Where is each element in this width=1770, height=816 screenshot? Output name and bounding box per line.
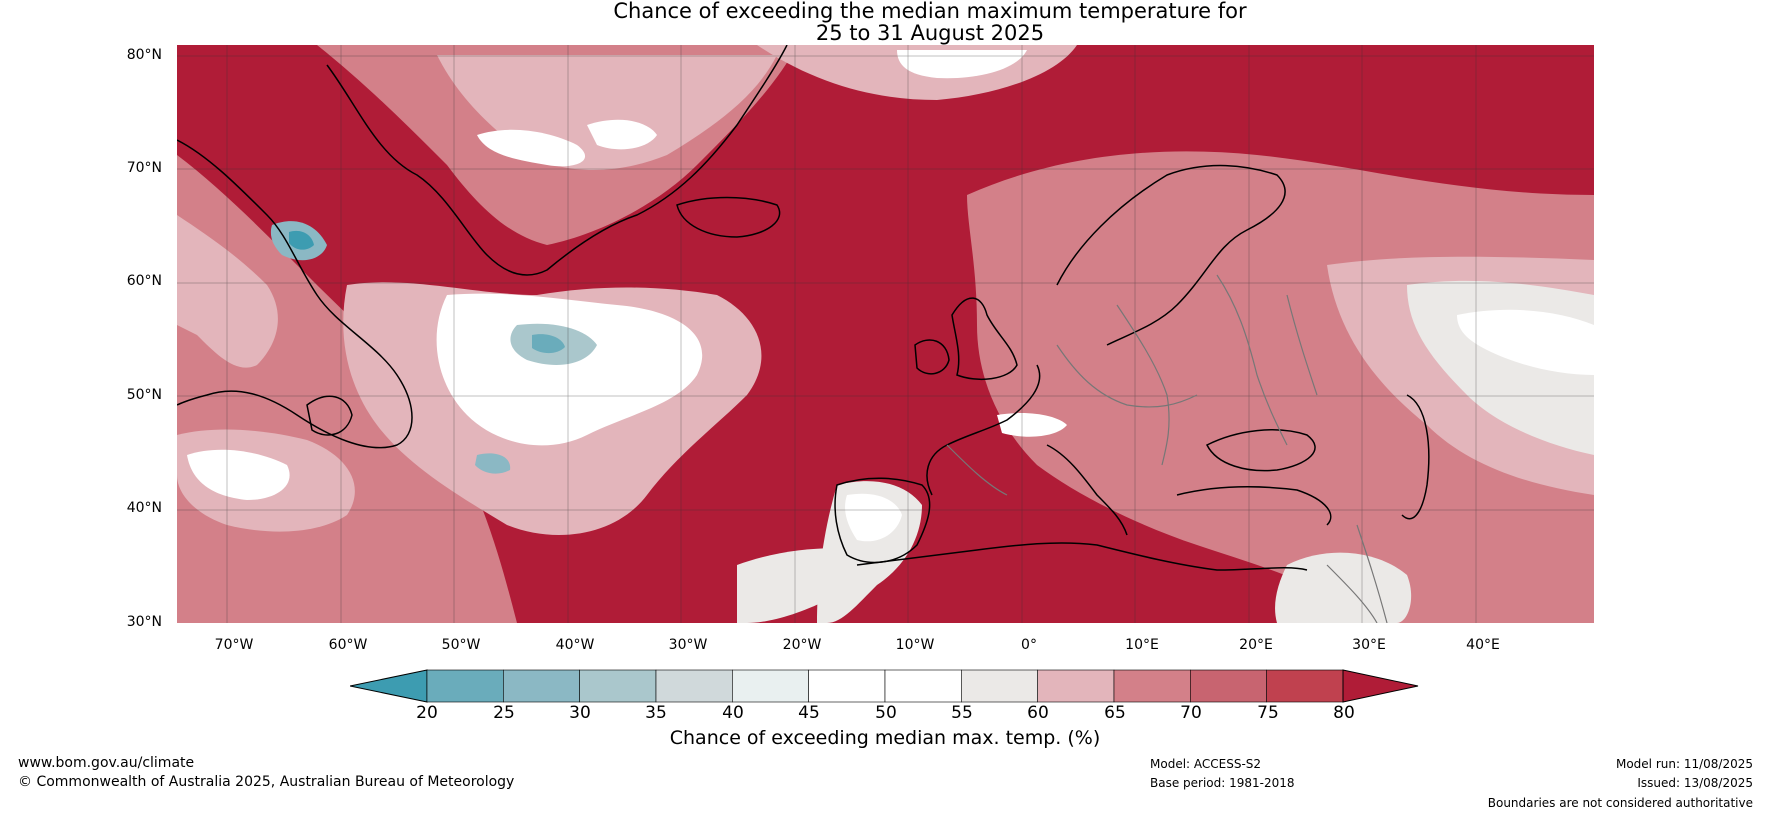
graticule [177, 45, 1594, 623]
west-atlantic-white [187, 449, 290, 500]
colorbar-cell [732, 669, 809, 703]
scandinavia-coastline [1056, 164, 1286, 346]
britain-coastline [951, 297, 1018, 381]
lon-label-50w: 50°W [441, 637, 481, 653]
lon-label-40e: 40°E [1466, 637, 1500, 653]
colorbar-cell [503, 669, 580, 703]
lon-label-70w: 70°W [214, 637, 254, 653]
map-title-line2: 25 to 31 August 2025 [815, 21, 1045, 45]
colorbar-cell [1037, 669, 1115, 703]
lon-label-30w: 30°W [668, 637, 708, 653]
labrador-light-area [177, 215, 278, 368]
colorbar-tick-75: 75 [1257, 703, 1279, 723]
colorbar-tick-80: 80 [1333, 703, 1355, 723]
lat-label-80n: 80°N [126, 47, 162, 63]
atlantic-blue-area-2 [532, 334, 565, 354]
lon-label-0: 0° [1021, 637, 1037, 653]
coastlines [177, 45, 1430, 571]
iberia-white-area-2 [845, 493, 902, 542]
lon-label-20e: 20°E [1239, 637, 1273, 653]
lat-label-40n: 40°N [126, 500, 162, 516]
colorbar-cell [655, 669, 733, 703]
iceland-coastline [676, 196, 781, 238]
colorbar-extend-high [1342, 669, 1419, 703]
colorbar-label: Chance of exceeding median max. temp. (%… [669, 727, 1101, 749]
newfoundland-coastline [306, 395, 353, 436]
colorbar-tick-70: 70 [1180, 703, 1202, 723]
colorbar-tick-60: 60 [1027, 703, 1049, 723]
greenland-white-area [477, 129, 586, 167]
colorbar-tick-20: 20 [416, 703, 438, 723]
lon-label-10w: 10°W [895, 637, 935, 653]
lon-label-30e: 30°E [1352, 637, 1386, 653]
north-africa-white-area [737, 548, 870, 623]
colorbar-tick-65: 65 [1104, 703, 1126, 723]
lat-label-50n: 50°N [126, 387, 162, 403]
lon-label-60w: 60°W [328, 637, 368, 653]
website-link[interactable]: www.bom.gov.au/climate [18, 755, 195, 771]
colorbar-cell [1266, 669, 1344, 703]
baffin-blue-area-2 [289, 230, 314, 250]
lon-label-20w: 20°W [782, 637, 822, 653]
colorbar-cell [579, 669, 657, 703]
north-africa-coastline [856, 542, 1308, 571]
iberia-coastline [834, 477, 931, 564]
disclaimer-text: Boundaries are not considered authoritat… [1487, 796, 1753, 810]
greenland-white-area-2 [587, 119, 657, 150]
turkey-coastline [1176, 485, 1332, 526]
probability-map [177, 45, 1594, 623]
colorbar-cell [808, 669, 886, 703]
colorbar-cell [961, 669, 1038, 703]
europe-west-coastline [926, 364, 1041, 496]
copyright-text: © Commonwealth of Australia 2025, Austra… [18, 774, 515, 790]
country-borders [946, 274, 1388, 623]
colorbar-tick-30: 30 [569, 703, 591, 723]
italy-coastline [1046, 444, 1128, 536]
issued-text: Issued: 13/08/2025 [1637, 776, 1753, 790]
base-period-text: Base period: 1981-2018 [1150, 776, 1295, 790]
colorbar-cell [426, 669, 504, 703]
colorbar-tick-55: 55 [951, 703, 973, 723]
russia-white-area-2 [1457, 309, 1594, 375]
middle-east-white-area [1275, 552, 1412, 623]
colorbar-extend-low [350, 669, 428, 703]
colorbar-cell [1113, 669, 1191, 703]
lat-label-70n: 70°N [126, 160, 162, 176]
atlantic-blue-area-3 [475, 453, 511, 474]
lat-label-60n: 60°N [126, 273, 162, 289]
colorbar-tick-25: 25 [493, 703, 515, 723]
colorbar [350, 669, 1419, 703]
greenland-coastline [326, 45, 788, 276]
atlantic-white-area [436, 293, 703, 446]
labrador-coastline [177, 139, 413, 449]
colorbar-tick-35: 35 [645, 703, 667, 723]
caspian-coastline [1401, 394, 1430, 520]
colorbar-cell [1190, 669, 1267, 703]
model-run-text: Model run: 11/08/2025 [1615, 757, 1753, 771]
black-sea-coastline [1205, 429, 1316, 472]
alps-white-area [997, 413, 1067, 437]
ireland-coastline [914, 339, 950, 375]
model-text: Model: ACCESS-S2 [1150, 757, 1262, 771]
colorbar-tick-40: 40 [722, 703, 744, 723]
lon-label-10e: 10°E [1125, 637, 1159, 653]
colorbar-tick-45: 45 [798, 703, 820, 723]
colorbar-cell [884, 669, 962, 703]
lat-label-30n: 30°N [126, 614, 162, 630]
arctic-white-area-2 [897, 50, 1027, 79]
lon-label-40w: 40°W [555, 637, 595, 653]
colorbar-tick-50: 50 [875, 703, 897, 723]
map-title-line1: Chance of exceeding the median maximum t… [613, 0, 1247, 23]
